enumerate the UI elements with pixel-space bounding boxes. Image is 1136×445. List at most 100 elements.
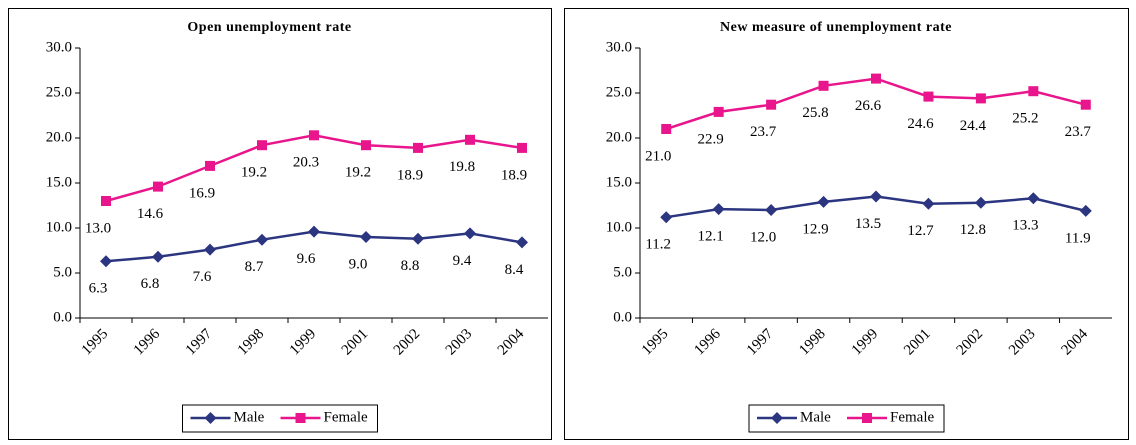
data-label: 8.4 <box>505 262 524 278</box>
x-tick-label: 1998 <box>235 326 268 359</box>
data-label: 19.2 <box>241 165 267 181</box>
marker <box>308 225 320 238</box>
chart-title: New measure of unemployment rate <box>720 20 952 35</box>
marker <box>765 204 778 216</box>
data-label: 7.6 <box>193 269 212 285</box>
data-label: 8.8 <box>401 258 420 274</box>
data-label: 6.8 <box>141 276 160 292</box>
data-label: 19.2 <box>345 165 371 181</box>
marker <box>1080 99 1091 110</box>
data-label: 12.9 <box>802 221 828 237</box>
x-tick-label: 2001 <box>901 326 934 359</box>
marker <box>153 181 163 192</box>
marker <box>712 203 725 216</box>
marker <box>413 142 423 153</box>
y-tick-label: 0.0 <box>53 309 72 325</box>
x-tick-label: 1998 <box>796 326 829 359</box>
marker <box>870 190 882 203</box>
data-label: 13.0 <box>85 220 111 236</box>
data-label: 12.7 <box>907 223 934 239</box>
y-tick-label: 5.0 <box>613 264 632 280</box>
data-label: 12.8 <box>960 222 986 238</box>
x-tick-label: 1999 <box>287 326 320 359</box>
data-label: 20.3 <box>293 155 319 171</box>
y-tick-label: 25.0 <box>46 84 72 100</box>
y-tick-label: 25.0 <box>606 84 632 100</box>
marker <box>360 231 372 243</box>
marker <box>1028 86 1039 97</box>
marker <box>923 91 934 102</box>
marker <box>309 130 319 141</box>
marker <box>257 140 267 151</box>
data-label: 22.9 <box>698 131 724 147</box>
x-tick-label: 2002 <box>954 326 987 359</box>
marker <box>713 106 724 117</box>
y-tick-label: 30.0 <box>46 39 72 55</box>
y-tick-label: 15.0 <box>606 174 632 190</box>
data-label: 14.6 <box>137 206 164 222</box>
data-label: 26.6 <box>855 98 882 114</box>
y-tick-label: 10.0 <box>606 219 632 235</box>
marker <box>517 142 527 153</box>
data-label: 25.8 <box>802 105 828 121</box>
legend-box <box>748 404 945 433</box>
x-tick-label: 2004 <box>1059 326 1092 359</box>
data-label: 13.5 <box>855 216 881 232</box>
x-tick-label: 1996 <box>691 326 724 359</box>
data-label: 23.7 <box>1065 124 1092 140</box>
y-tick-label: 0.0 <box>613 309 632 325</box>
marker <box>975 93 986 104</box>
marker <box>1079 204 1092 217</box>
marker <box>205 160 215 171</box>
data-label: 12.0 <box>750 229 776 245</box>
data-label: 8.7 <box>245 259 264 275</box>
marker <box>817 195 830 208</box>
marker <box>412 232 424 245</box>
y-tick-label: 30.0 <box>606 39 632 55</box>
x-tick-label: 1997 <box>744 326 777 359</box>
marker <box>818 80 829 91</box>
data-label: 16.9 <box>189 185 215 201</box>
x-tick-label: 2003 <box>1006 326 1039 359</box>
marker <box>661 124 672 134</box>
x-tick-label: 1995 <box>79 326 112 359</box>
x-tick-label: 2003 <box>443 326 476 359</box>
data-label: 9.4 <box>453 253 472 269</box>
panel-border <box>564 8 1129 440</box>
chart-panel: New measure of unemployment rate 0.0 5.0 10… <box>564 8 1129 440</box>
marker <box>516 236 528 249</box>
x-tick-label: 2001 <box>339 326 372 359</box>
marker <box>152 250 164 263</box>
data-label: 18.9 <box>397 167 423 183</box>
data-label: 6.3 <box>89 281 108 297</box>
x-tick-label: 1996 <box>131 326 164 359</box>
marker <box>465 134 475 145</box>
marker <box>871 73 881 84</box>
data-label: 9.0 <box>349 256 368 272</box>
marker <box>862 413 872 423</box>
legend-label: Female <box>324 409 368 425</box>
y-tick-label: 15.0 <box>46 174 72 190</box>
marker <box>256 233 268 246</box>
marker <box>771 412 783 424</box>
marker <box>922 197 935 210</box>
marker <box>1027 192 1040 205</box>
legend-label: Female <box>890 409 934 425</box>
legend-label: Male <box>234 409 265 425</box>
marker <box>660 211 673 224</box>
data-label: 19.8 <box>449 159 475 175</box>
data-label: 9.6 <box>297 251 316 267</box>
legend-label: Male <box>800 409 831 425</box>
x-tick-label: 1995 <box>639 326 672 359</box>
marker <box>974 196 987 209</box>
chart-title: Open unemployment rate <box>187 20 351 35</box>
marker <box>766 99 777 110</box>
data-label: 13.3 <box>1012 218 1038 234</box>
data-label: 21.0 <box>645 148 671 164</box>
marker <box>204 412 217 424</box>
chart-panel: Open unemployment rate 0.0 5.0 10.0 15.0 20.0… <box>8 8 552 440</box>
x-tick-label: 2002 <box>391 326 424 359</box>
data-label: 12.1 <box>698 229 724 245</box>
data-label: 11.2 <box>645 237 671 253</box>
